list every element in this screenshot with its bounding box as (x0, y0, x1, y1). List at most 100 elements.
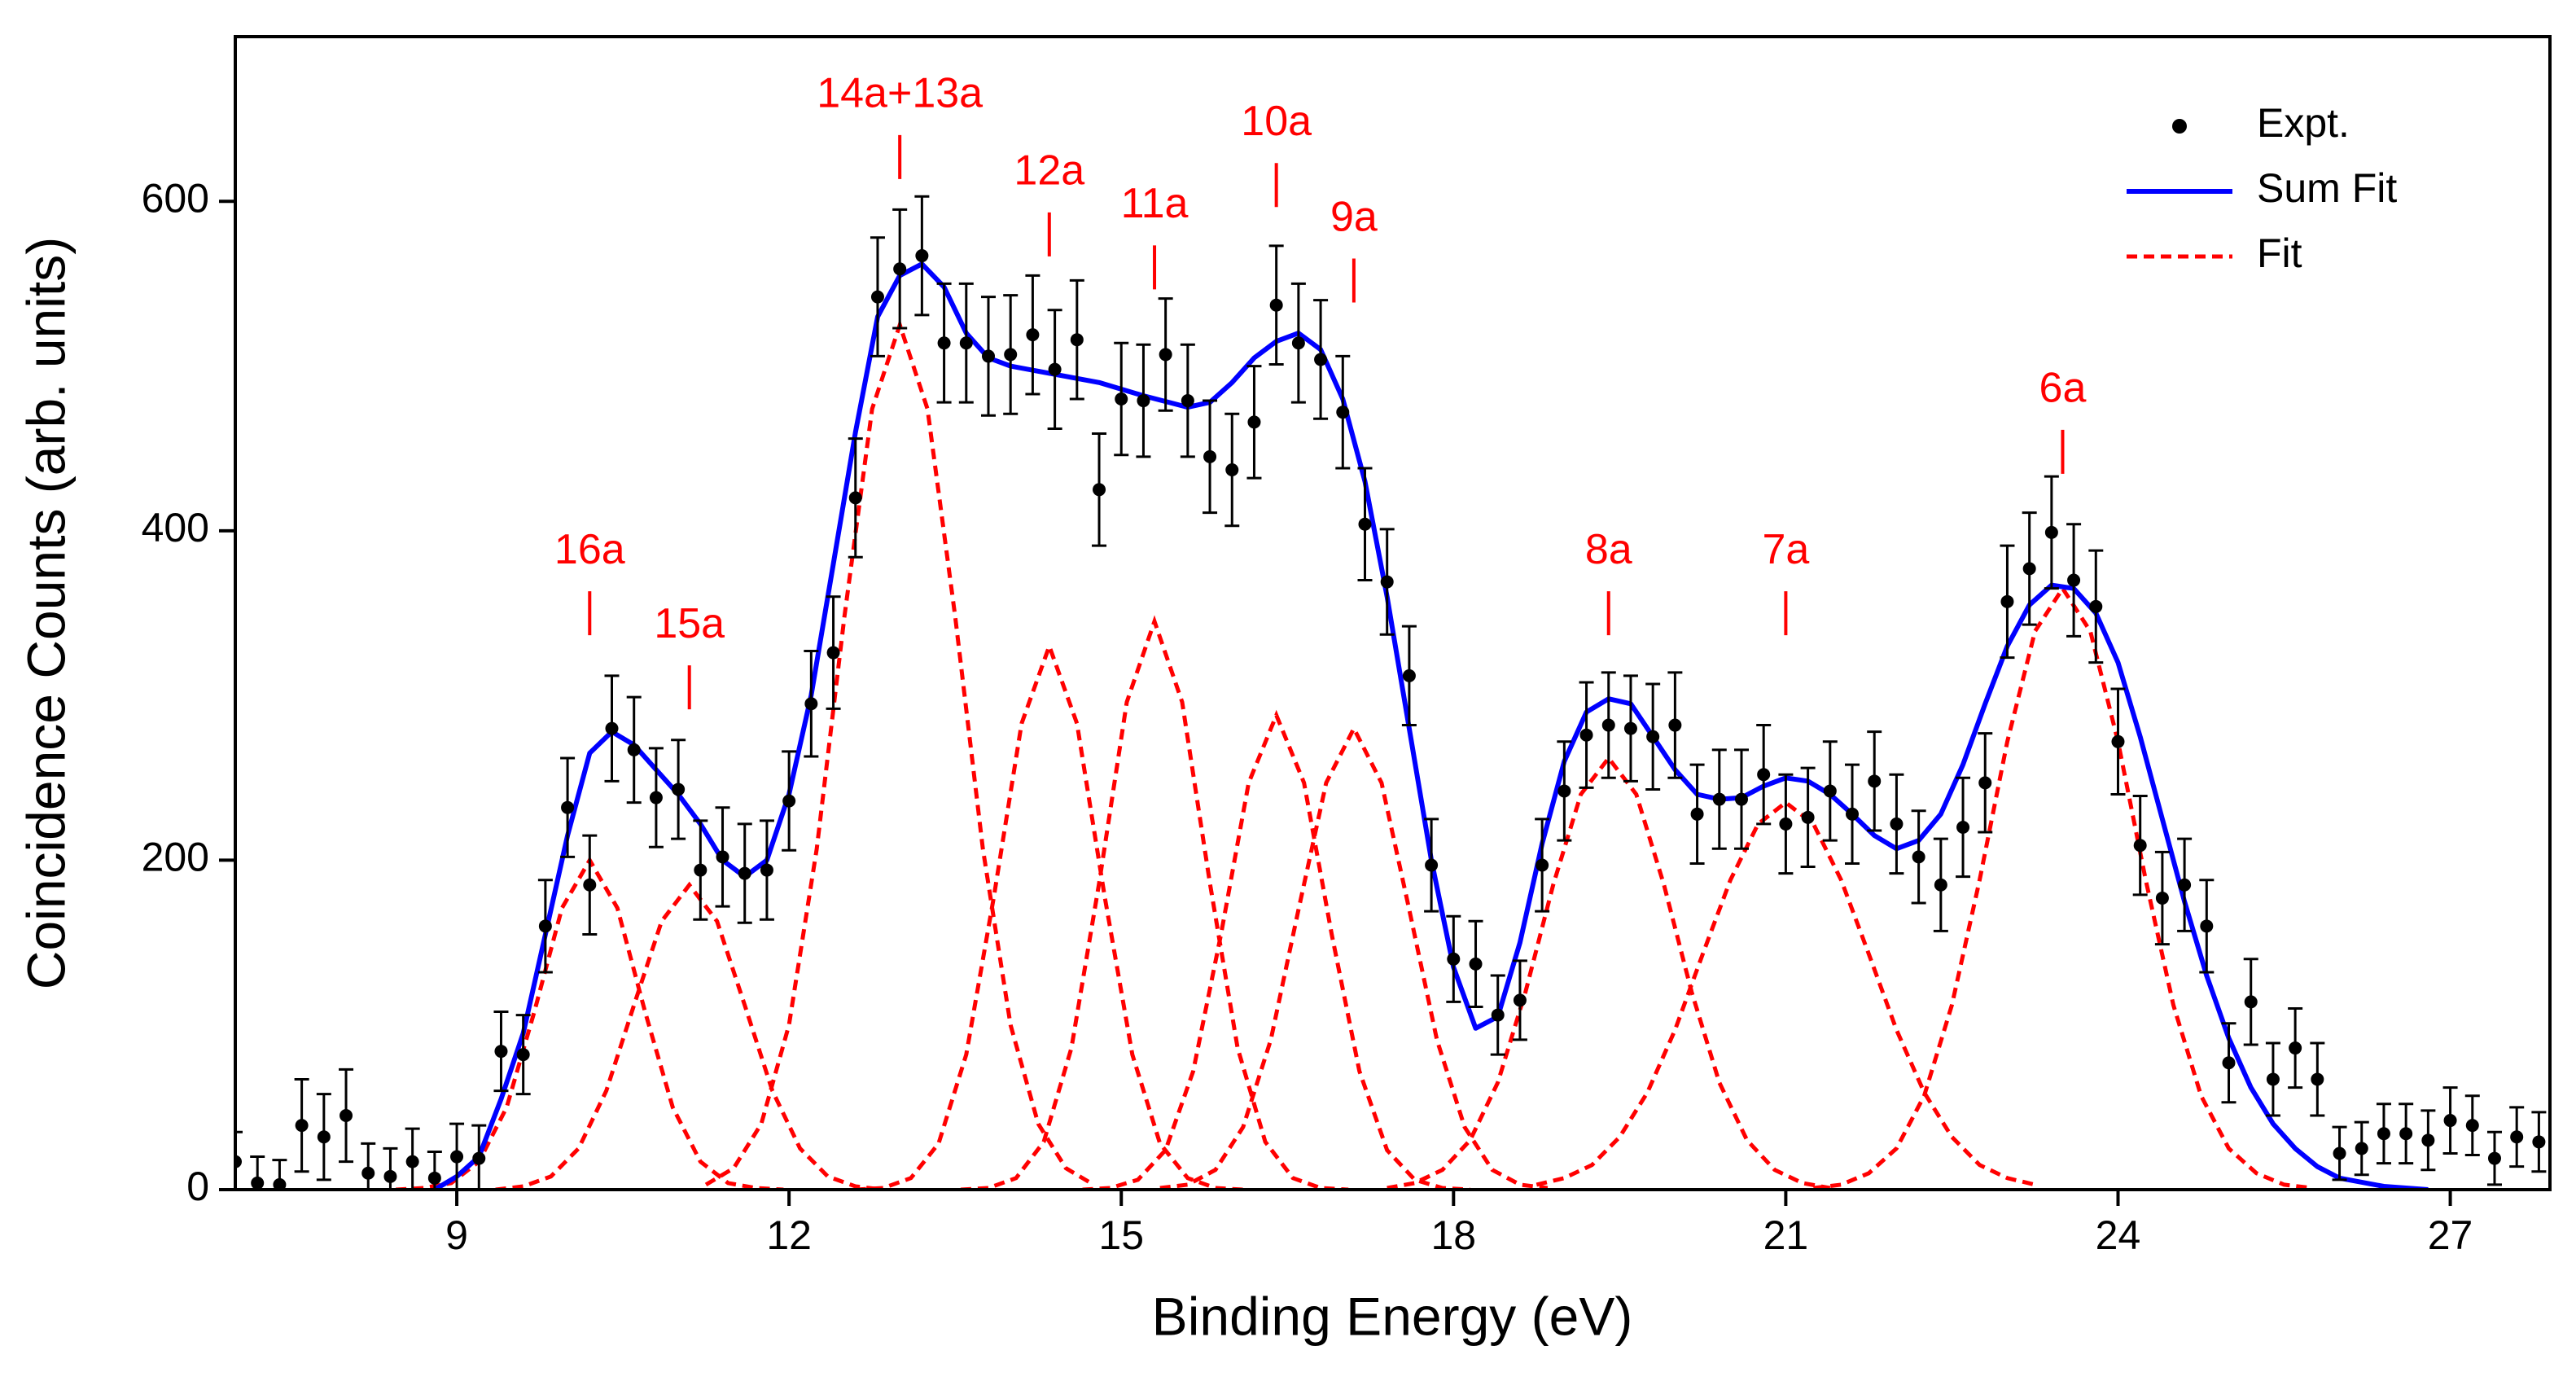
peak-label: 6a (2039, 365, 2087, 412)
data-point (2510, 1130, 2524, 1144)
data-point (2443, 1114, 2457, 1128)
data-point (1513, 993, 1527, 1007)
data-point (915, 249, 929, 263)
peak-label: 12a (1014, 147, 1084, 195)
data-point (1048, 362, 1062, 376)
data-point (2111, 734, 2125, 748)
data-point (2421, 1133, 2435, 1147)
data-point (472, 1151, 486, 1165)
y-tick-label: 0 (186, 1164, 209, 1209)
data-point (1247, 415, 1261, 429)
data-point (1225, 463, 1239, 477)
data-point (340, 1108, 353, 1122)
data-point (1469, 957, 1483, 971)
data-point (1868, 774, 1882, 788)
x-tick-label: 24 (2096, 1212, 2141, 1258)
peak-label: 15a (654, 600, 725, 647)
peak-label: 11a (1121, 180, 1189, 227)
data-point (760, 863, 773, 877)
data-point (1890, 817, 1904, 831)
data-point (981, 349, 995, 363)
data-point (959, 336, 973, 350)
fit-curve (1387, 754, 1831, 1190)
data-point (516, 1048, 530, 1062)
data-point (1137, 394, 1150, 408)
x-axis-label: Binding Energy (eV) (1152, 1286, 1633, 1346)
data-point (1912, 850, 1925, 864)
data-point (870, 290, 884, 304)
legend-label: Sum Fit (2257, 165, 2397, 211)
data-point (1203, 449, 1217, 463)
data-point (1579, 728, 1593, 742)
data-point (1491, 1008, 1505, 1022)
data-point (937, 336, 951, 350)
data-point (1623, 721, 1637, 735)
peak-label: 8a (1585, 526, 1632, 573)
peak-label: 10a (1241, 98, 1312, 145)
fit-curve (855, 640, 1244, 1190)
data-point (2044, 525, 2058, 539)
data-point (317, 1130, 331, 1144)
data-point (738, 866, 751, 880)
data-point (694, 863, 708, 877)
data-point (2133, 839, 2147, 853)
data-point (1093, 483, 1106, 497)
peak-label: 16a (554, 526, 625, 573)
data-point (2532, 1135, 2546, 1149)
data-point (2355, 1142, 2368, 1155)
x-tick-label: 9 (445, 1212, 468, 1258)
data-point (2399, 1127, 2413, 1141)
data-point (1181, 394, 1194, 408)
peak-label: 9a (1330, 193, 1378, 240)
x-tick-label: 12 (766, 1212, 812, 1258)
data-point (1425, 858, 1439, 872)
data-point (1823, 784, 1837, 798)
x-tick-label: 18 (1431, 1212, 1477, 1258)
data-point (1956, 820, 1970, 834)
data-point (1291, 336, 1305, 350)
legend-label: Fit (2257, 230, 2302, 276)
data-point (2311, 1072, 2324, 1086)
data-point (826, 646, 840, 660)
data-point (583, 878, 597, 892)
data-point (2155, 891, 2169, 905)
y-tick-label: 400 (142, 505, 209, 550)
data-point (1159, 348, 1172, 362)
data-point (2377, 1127, 2390, 1141)
legend-label: Expt. (2257, 100, 2350, 146)
error-bar (235, 1130, 243, 1190)
data-point (672, 783, 686, 796)
data-point (1757, 768, 1771, 782)
data-point (716, 850, 729, 864)
data-point (1269, 298, 1283, 312)
y-tick-label: 200 (142, 835, 209, 880)
plot-frame (234, 35, 2552, 1191)
data-point (1358, 517, 1372, 531)
data-point (295, 1119, 309, 1133)
data-point (2333, 1146, 2346, 1160)
data-point (450, 1150, 464, 1164)
data-point (2289, 1041, 2302, 1055)
data-point (1668, 718, 1682, 732)
data-point (1690, 807, 1704, 821)
data-point (2244, 995, 2258, 1009)
data-point (361, 1166, 375, 1180)
data-point (2266, 1072, 2280, 1086)
x-tick-label: 21 (1763, 1212, 1809, 1258)
peak-label: 7a (1762, 526, 1809, 573)
data-point (1314, 353, 1328, 366)
data-point (1801, 810, 1815, 824)
data-point (1336, 406, 1350, 419)
data-point (1004, 348, 1018, 362)
fit-curve (960, 615, 1349, 1190)
x-tick-label: 27 (2428, 1212, 2473, 1258)
data-point (427, 1171, 441, 1185)
data-point (627, 743, 641, 756)
data-point (2000, 594, 2014, 608)
data-point (649, 791, 663, 804)
data-point (561, 800, 575, 814)
data-point (1712, 792, 1726, 806)
data-point (2487, 1151, 2501, 1165)
data-point (2178, 878, 2192, 892)
data-point (2200, 919, 2214, 933)
